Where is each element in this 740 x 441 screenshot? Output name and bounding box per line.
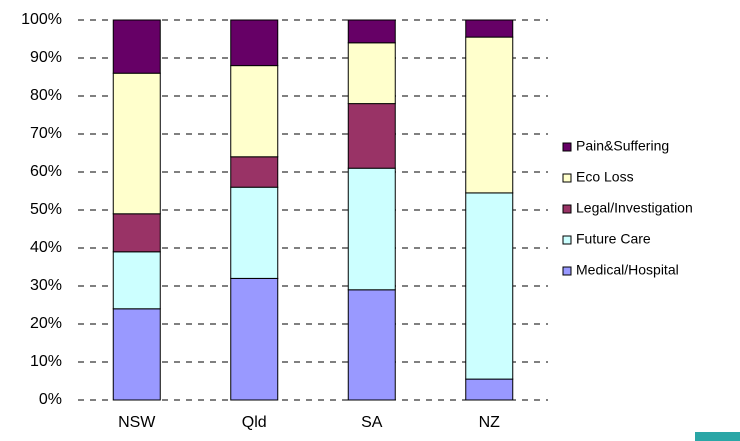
bar-segment (465, 36, 514, 194)
legend-swatch (562, 266, 572, 276)
legend-label: Future Care (576, 231, 651, 247)
bar-segment (465, 192, 514, 380)
bar-segment (230, 277, 279, 401)
y-tick-label: 90% (30, 49, 62, 66)
y-tick-label: 40% (30, 239, 62, 256)
corner-decoration (695, 432, 740, 441)
y-tick-label: 30% (30, 277, 62, 294)
x-tick-label: Qld (242, 414, 267, 431)
legend-swatch (562, 173, 572, 183)
legend-swatch (562, 204, 572, 214)
bar-segment (347, 167, 396, 291)
bar-segment (230, 19, 279, 67)
x-tick-label: SA (361, 414, 383, 431)
legend-label: Eco Loss (576, 169, 634, 185)
bar-segment (112, 308, 161, 401)
y-tick-label: 80% (30, 87, 62, 104)
bar-segment (347, 42, 396, 105)
bar-segment (112, 72, 161, 215)
y-tick-label: 60% (30, 163, 62, 180)
y-tick-label: 70% (30, 125, 62, 142)
legend-label: Medical/Hospital (576, 262, 679, 278)
bar-segment (112, 251, 161, 310)
bar-segment (347, 19, 396, 44)
y-tick-label: 100% (21, 11, 62, 28)
bar-segment (230, 186, 279, 279)
legend-label: Legal/Investigation (576, 200, 693, 216)
bar-segment (465, 19, 514, 38)
y-tick-label: 20% (30, 315, 62, 332)
x-tick-label: NSW (118, 414, 156, 431)
y-tick-label: 10% (30, 353, 62, 370)
x-tick-label: NZ (479, 414, 501, 431)
legend-swatch (562, 235, 572, 245)
y-tick-label: 50% (30, 201, 62, 218)
bar-segment (347, 289, 396, 401)
y-tick-label: 0% (39, 391, 62, 408)
bar-segment (112, 19, 161, 74)
legend-label: Pain&Suffering (576, 138, 669, 154)
bar-segment (465, 378, 514, 401)
bar-segment (230, 156, 279, 188)
bar-segment (347, 103, 396, 169)
legend-swatch (562, 142, 572, 152)
bar-segment (230, 65, 279, 158)
bar-segment (112, 213, 161, 253)
